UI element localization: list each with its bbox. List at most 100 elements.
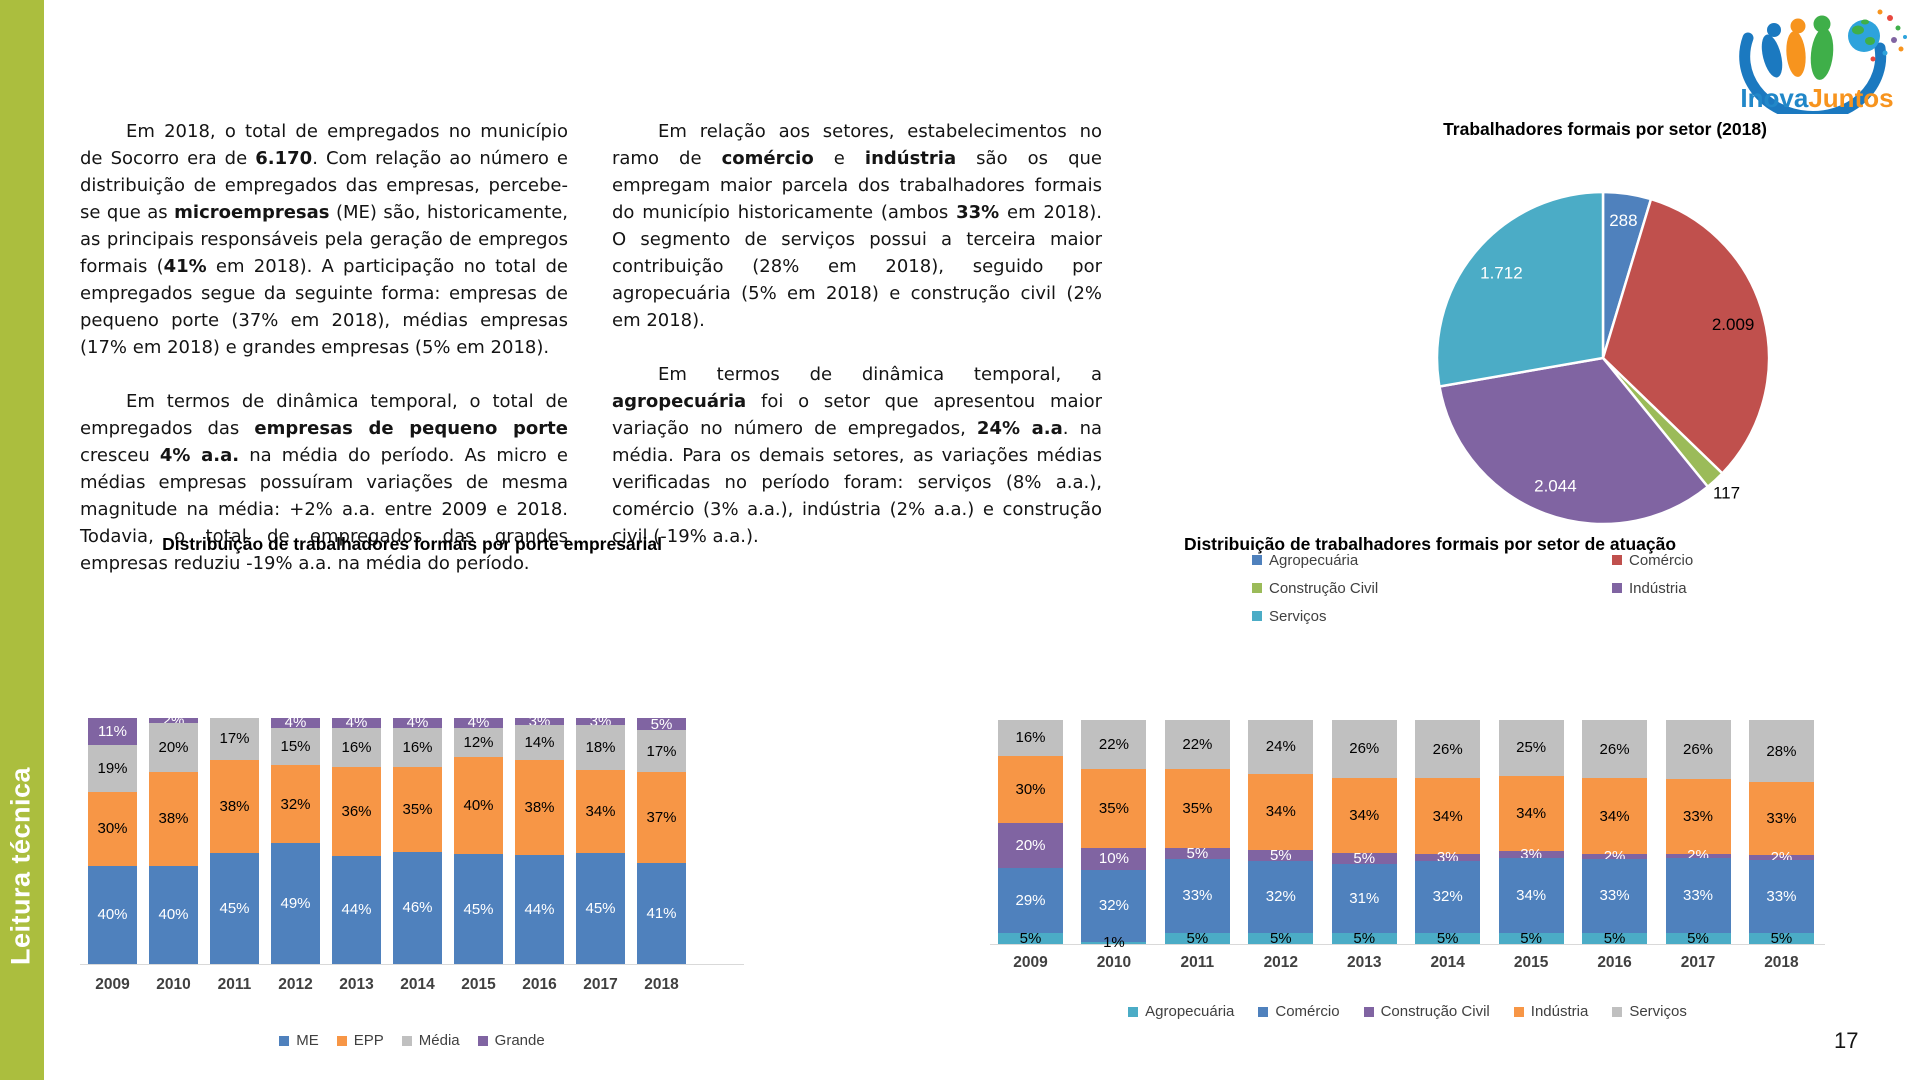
year-label: 2016: [522, 976, 557, 993]
bar-segment: 37%: [637, 772, 686, 864]
legend-item: Comércio: [1612, 546, 1693, 574]
bar-column: 44% 36% 16% 4%: [332, 714, 381, 964]
bar-segment: 44%: [332, 855, 381, 964]
bar-value-label: 5%: [1436, 929, 1459, 947]
bar-segment: 40%: [88, 865, 137, 964]
text-run: em 2018). O segmento de serviços possui …: [612, 202, 1102, 331]
bar-value-label: 25%: [1516, 739, 1547, 757]
bar-segment: 33%: [1748, 859, 1814, 933]
bar-segment: 36%: [332, 767, 381, 856]
bar-column: 5% 33% 2% 34% 26%: [1582, 720, 1648, 946]
year-label: 2009: [95, 976, 130, 993]
bar-segment: 26%: [1331, 720, 1397, 778]
bar-value-label: 38%: [219, 798, 250, 816]
bar-segment: 5%: [1331, 851, 1397, 866]
year-label: 2018: [644, 976, 679, 993]
bar-value-label: 4%: [345, 714, 368, 732]
bar-segment: 45%: [454, 854, 503, 964]
legend-swatch: [336, 1035, 347, 1046]
bar-segment: 4%: [271, 715, 320, 730]
bar-column: 5% 33% 2% 33% 28%: [1748, 720, 1814, 947]
bar-segment: 38%: [515, 760, 564, 855]
legend-swatch: [1513, 1006, 1524, 1017]
bar-segment: 38%: [210, 759, 259, 854]
bar-value-label: 34%: [585, 803, 616, 820]
logo-dots-icon: [1870, 9, 1907, 62]
bar-segment: 33%: [1582, 858, 1648, 933]
bar-value-label: 32%: [1432, 888, 1463, 906]
bar-value-label: 17%: [646, 742, 677, 760]
bold-run: 6.170: [255, 148, 313, 169]
year-label: 2011: [217, 976, 252, 993]
bar-segment: 5%: [1248, 929, 1314, 947]
pie-legend: Agropecuária Construção Civil Serviços Comé…: [1252, 546, 1812, 636]
year-label: 2012: [1263, 954, 1299, 971]
legend-item: Construção Civil: [1252, 574, 1378, 602]
bar-value-label: 35%: [1098, 800, 1129, 817]
bar-value-label: 28%: [1766, 742, 1797, 760]
pie-value-label: 117: [1713, 484, 1740, 503]
bar-chart-setor-plot: 5% 29% 20% 30% 16% 1% 32% 10% 35% 22% 5% 33% 5% 35% 22…: [990, 720, 1825, 950]
bar-value-label: 40%: [158, 906, 189, 924]
text-column-1: Em 2018, o total de empregados no municí…: [80, 118, 568, 604]
bar-value-label: 35%: [1182, 800, 1213, 818]
pie-value-label: 2.009: [1712, 315, 1755, 334]
legend-swatch: [1612, 555, 1622, 565]
bar-segment: 5%: [1748, 929, 1814, 947]
bar-value-label: 16%: [1015, 729, 1046, 747]
text-run: Em termos de dinâmica temporal, a: [658, 364, 1102, 385]
legend-label: Comércio: [1275, 1003, 1340, 1020]
bar-segment: 16%: [998, 720, 1063, 756]
bar-segment: 33%: [1164, 858, 1230, 933]
year-label: 2013: [339, 976, 374, 993]
legend-item: EPP: [336, 1032, 384, 1049]
bar-value-label: 33%: [1766, 810, 1797, 828]
bar-column: 5% 32% 3% 34% 26%: [1415, 720, 1481, 947]
pie-legend-column: Agropecuária Construção Civil Serviços: [1252, 546, 1378, 630]
bar-value-label: 12%: [463, 733, 494, 751]
bar-segment: 5%: [1164, 931, 1230, 946]
legend-swatch: [1252, 555, 1262, 565]
bar-segment: 17%: [637, 730, 686, 773]
bar-value-label: 16%: [402, 738, 433, 756]
pie-value-label: 1.712: [1480, 264, 1523, 283]
bar-value-label: 4%: [406, 714, 429, 732]
bar-segment: 32%: [1248, 861, 1314, 933]
bar-value-label: 33%: [1182, 887, 1213, 905]
bar-value-label: 34%: [1599, 807, 1630, 825]
pie-chart: 288 2.009 117 2.044 1.712: [1435, 190, 1771, 526]
bar-segment: 5%: [1164, 844, 1230, 862]
bar-column: 45% 40% 12% 4%: [454, 715, 503, 964]
bar-value-label: 30%: [1015, 780, 1046, 798]
legend-swatch: [1612, 583, 1622, 593]
bar-segment: 12%: [454, 727, 503, 757]
logo-globe-icon: [1848, 19, 1880, 52]
bar-segment: 41%: [637, 863, 686, 964]
pie-slice-3: [1438, 356, 1710, 526]
logo-swoosh-icon: [1739, 32, 1887, 114]
legend-item: Média: [401, 1032, 460, 1049]
bar-value-label: 5%: [1770, 929, 1793, 947]
legend-swatch: [477, 1035, 488, 1046]
bar-value-label: 38%: [524, 798, 555, 816]
bar-segment: 5%: [1415, 929, 1481, 947]
legend-swatch: [1128, 1006, 1139, 1017]
bar-value-label: 33%: [1682, 807, 1714, 825]
bar-segment: 3%: [515, 714, 564, 729]
year-label: 2009: [1013, 954, 1048, 971]
bar-value-label: 5%: [1186, 844, 1209, 862]
legend-item: Comércio: [1258, 1003, 1340, 1020]
text-run: . Com relação ao número e distribuição d…: [80, 148, 568, 223]
bar-segment: 15%: [271, 727, 320, 765]
bar-column: 5% 33% 2% 33% 26%: [1665, 720, 1731, 946]
bar-segment: 5%: [1331, 931, 1397, 946]
legend-item: Serviços: [1252, 602, 1378, 630]
bar-column: 40% 30% 19% 11%: [88, 718, 137, 964]
bar-value-label: 5%: [1019, 929, 1042, 947]
bold-run: 24% a.a: [976, 418, 1063, 439]
bar-value-label: 31%: [1349, 890, 1380, 908]
bar-value-label: 26%: [1682, 740, 1714, 758]
year-label: 2018: [1764, 954, 1799, 971]
bar-value-label: 5%: [1269, 929, 1292, 947]
bar-segment: 26%: [1582, 720, 1648, 779]
